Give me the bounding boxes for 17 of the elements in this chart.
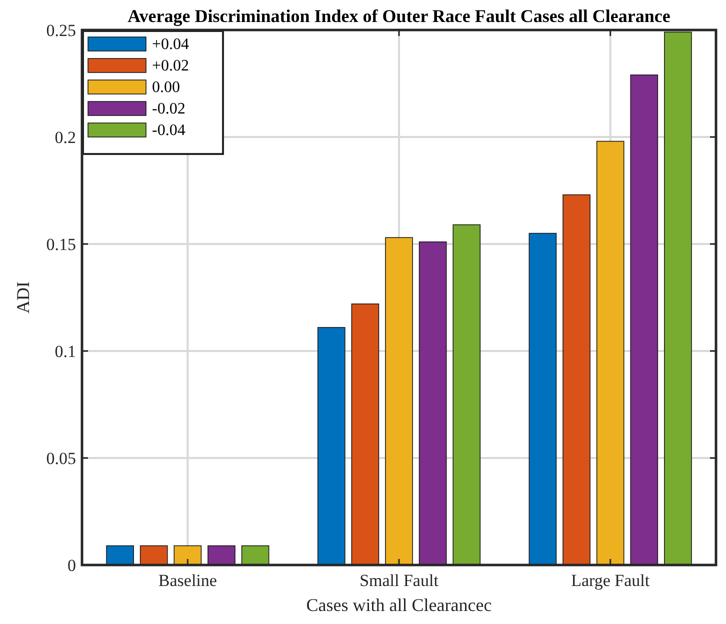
chart-title: Average Discrimination Index of Outer Race Fault Cases all Clearance (128, 6, 670, 26)
y-tick-label: 0.2 (54, 128, 76, 147)
y-tick-label: 0.25 (46, 20, 76, 40)
legend-label: 0.00 (152, 79, 180, 96)
x-tick-label: Small Fault (360, 571, 439, 590)
x-tick-label: Baseline (158, 571, 217, 590)
legend-label: -0.02 (152, 100, 186, 118)
legend-label: -0.04 (152, 122, 186, 139)
legend-label: +0.02 (152, 58, 190, 74)
y-tick-label: 0 (68, 556, 76, 575)
y-tick-label: 0.05 (46, 448, 76, 468)
x-tick-label: Large Fault (571, 571, 650, 590)
y-tick-label: 0.15 (46, 234, 76, 254)
y-tick-label: 0.1 (54, 342, 76, 361)
y-axis-title: ADI (13, 282, 33, 314)
x-axis-title: Cases with all Clearancec (306, 595, 492, 615)
legend-label: +0.04 (152, 36, 190, 53)
